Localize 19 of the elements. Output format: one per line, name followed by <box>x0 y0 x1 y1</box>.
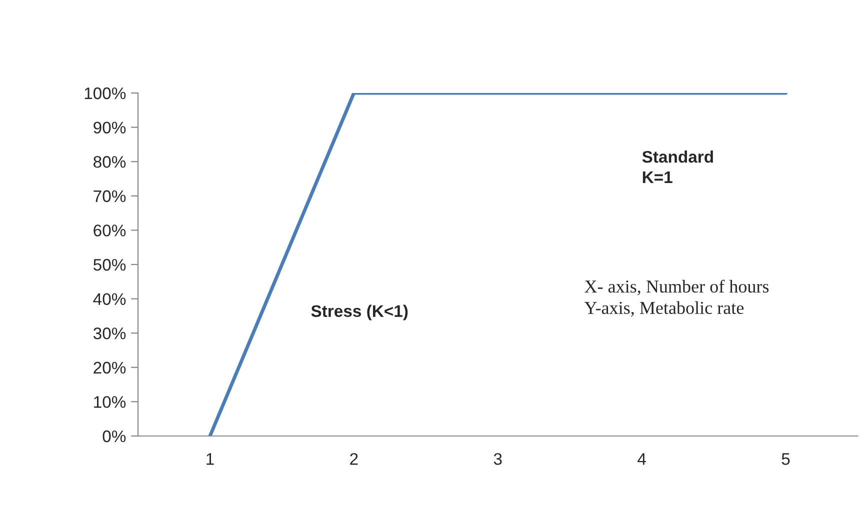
x-tick-label: 3 <box>494 453 502 465</box>
y-tick-label: 70% <box>94 190 126 202</box>
y-tick-label: 50% <box>94 258 126 271</box>
y-tick-label: 60% <box>94 224 126 236</box>
y-tick-label: 80% <box>94 156 126 168</box>
x-tick-label: 5 <box>782 453 790 465</box>
x-tick-label: 2 <box>350 453 358 465</box>
y-tick-label: 10% <box>94 396 126 408</box>
y-tick-label: 100% <box>84 87 126 100</box>
x-tick-label: 1 <box>206 453 214 465</box>
y-tick-label: 30% <box>93 328 126 340</box>
annotation: Stress (K<1) <box>311 304 408 320</box>
y-tick-label: 90% <box>94 122 126 134</box>
y-tick-label: 0% <box>102 430 126 442</box>
y-tick-label: 20% <box>94 362 126 374</box>
y-tick-label: 40% <box>93 293 126 306</box>
annotation: Standard K=1 <box>642 150 713 183</box>
x-tick-label: 4 <box>638 453 646 465</box>
annotation: X- axis, Number of hours Y-axis, Metabolic rate <box>584 280 769 317</box>
